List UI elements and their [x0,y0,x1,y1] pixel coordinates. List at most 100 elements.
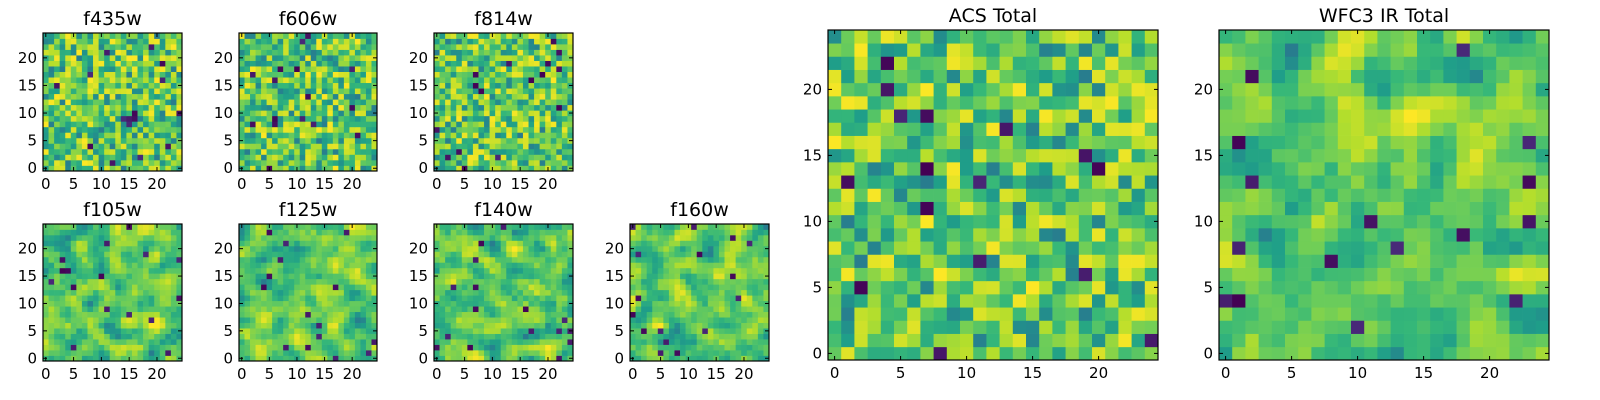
pixel-cell [478,115,485,122]
pixel-cell [277,311,284,318]
pixel-cell [680,350,686,356]
pixel-cell [349,339,356,345]
pixel-cell [115,148,122,155]
pixel-cell [283,93,290,100]
pixel-cell [148,256,155,263]
pixel-cell [170,240,177,247]
pixel-cell [567,49,574,56]
pixel-cell [500,355,507,362]
pixel-cell [567,71,574,78]
pixel-cell [1105,320,1119,334]
pixel-cell [338,317,345,323]
pixel-cell [176,284,183,291]
pixel-cell [550,104,557,111]
pixel-cell [1131,228,1146,242]
pixel-cell [445,55,452,61]
pixel-cell [70,77,77,84]
pixel-cell [76,262,83,269]
pixel-cell [159,224,166,230]
pixel-cell [999,280,1014,295]
pixel-cell [81,121,88,128]
pixel-cell [126,251,133,258]
pixel-cell [467,126,474,133]
pixel-cell [109,300,116,307]
pixel-cell [522,110,529,117]
pixel-cell [1078,201,1093,216]
pixel-cell [539,273,546,280]
pixel-cell [126,328,133,334]
pixel-cell [1144,267,1159,282]
pixel-cell [450,49,457,56]
pixel-cell [261,350,267,356]
pixel-cell [500,148,507,155]
pixel-cell [244,251,251,258]
pixel-cell [310,159,317,166]
pixel-cell [484,132,490,139]
pixel-cell [332,267,339,274]
pixel-cell [143,251,149,258]
pixel-cell [115,240,122,247]
pixel-cell [255,110,262,117]
pixel-cell [517,328,524,334]
pixel-cell [87,245,94,252]
pixel-cell [59,273,66,280]
pixel-cell [534,154,540,161]
pixel-cell [120,289,127,296]
pixel-cell [894,241,908,255]
pixel-cell [115,251,122,258]
pixel-cell [170,137,177,144]
pixel-cell [652,328,659,334]
pixel-cell [500,143,507,150]
pixel-cell [250,93,256,100]
pixel-cell [316,66,323,72]
pixel-cell [973,346,987,361]
pixel-cell [545,289,552,296]
pixel-cell [165,99,172,106]
pixel-cell [48,115,55,122]
pixel-cell [550,284,557,291]
pixel-cell [54,66,61,72]
pixel-cell [255,77,262,84]
pixel-cell [371,66,378,72]
pixel-cell [321,317,328,323]
pixel-cell [109,66,116,72]
pixel-cell [841,241,855,255]
pixel-cell [691,284,698,291]
pixel-cell [663,262,670,269]
pixel-cell [718,224,725,230]
pixel-cell [159,55,166,61]
pixel-cell [567,234,574,241]
pixel-cell [741,278,748,285]
pixel-cell [724,267,731,274]
pixel-cell [48,137,55,144]
pixel-cell [104,132,111,139]
pixel-cell [283,99,290,106]
pixel-cell [718,344,725,351]
pixel-cell [365,33,372,39]
pixel-cell [349,137,356,144]
pixel-cell [986,267,1000,282]
pixel-cell [506,306,513,313]
pixel-cell [500,328,507,334]
pixel-cell [960,307,974,321]
pixel-cell [316,339,323,345]
pixel-cell [244,311,251,318]
pixel-cell [360,229,367,236]
pixel-cell [973,294,987,308]
pixel-cell [294,137,301,144]
pixel-cell [752,234,759,241]
pixel-cell [986,346,1000,361]
pixel-cell [854,280,868,295]
pixel-cell [894,162,908,176]
pixel-cell [87,240,94,247]
pixel-cell [109,132,116,139]
pixel-cell [70,110,77,117]
pixel-cell [522,77,529,84]
pixel-cell [735,289,742,296]
pixel-cell [120,229,127,236]
pixel-cell [109,273,116,280]
pixel-cell [763,284,770,291]
pixel-cell [294,71,301,78]
pixel-cell [450,256,457,263]
pixel-cell [81,137,88,144]
